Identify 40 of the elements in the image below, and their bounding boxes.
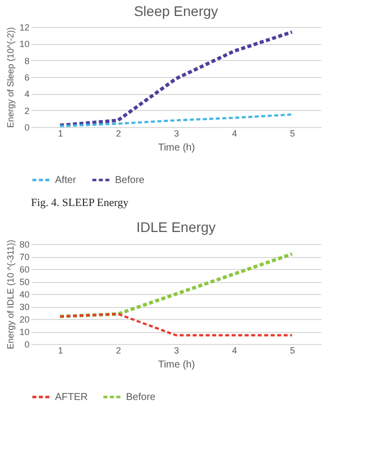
- x-tick-label: 5: [290, 128, 296, 138]
- y-tick-label: 6: [24, 72, 30, 82]
- caption: Fig. 4. SLEEP Energy: [31, 197, 129, 209]
- x-axis-title: Time (h): [158, 360, 195, 370]
- y-tick-label: 10: [19, 327, 30, 337]
- y-tick-label: 0: [24, 340, 30, 350]
- y-tick-label: 8: [24, 56, 30, 66]
- y-tick-label: 0: [24, 122, 30, 132]
- legend-label: AFTER: [55, 392, 88, 403]
- y-tick-label: 70: [19, 252, 30, 262]
- y-axis-title: Energy of Sleep (10^(-2)): [5, 27, 16, 128]
- legend-label: After: [55, 175, 77, 186]
- y-tick-label: 20: [19, 314, 30, 324]
- line-series: [58, 30, 294, 128]
- x-tick-label: 3: [174, 128, 180, 138]
- chart-title: Sleep Energy: [134, 3, 218, 19]
- y-tick-label: 4: [24, 89, 30, 100]
- y-tick-label: 50: [19, 277, 30, 287]
- y-tick-label: 12: [19, 22, 30, 32]
- x-axis-title: Time (h): [158, 142, 195, 154]
- legend-label: Before: [115, 175, 145, 186]
- x-tick-label: 1: [58, 346, 64, 356]
- line-series: [58, 252, 294, 318]
- x-tick-label: 2: [116, 128, 122, 138]
- legend-label: Before: [126, 392, 156, 403]
- y-tick-label: 60: [19, 264, 30, 274]
- y-tick-label: 40: [19, 290, 30, 300]
- y-tick-label: 10: [19, 39, 30, 50]
- x-tick-label: 3: [174, 346, 180, 356]
- chart-title: IDLE Energy: [136, 219, 216, 236]
- y-axis-title: Energy of IDLE (10 ^(-311)): [5, 240, 16, 350]
- y-tick-label: 80: [19, 240, 30, 250]
- x-tick-label: 1: [58, 128, 64, 138]
- x-tick-label: 4: [232, 346, 238, 356]
- line-series: [58, 113, 294, 128]
- x-tick-label: 4: [232, 128, 238, 138]
- y-tick-label: 2: [24, 106, 30, 116]
- x-tick-label: 2: [116, 346, 122, 356]
- x-tick-label: 5: [290, 346, 296, 356]
- y-tick-label: 30: [19, 302, 30, 312]
